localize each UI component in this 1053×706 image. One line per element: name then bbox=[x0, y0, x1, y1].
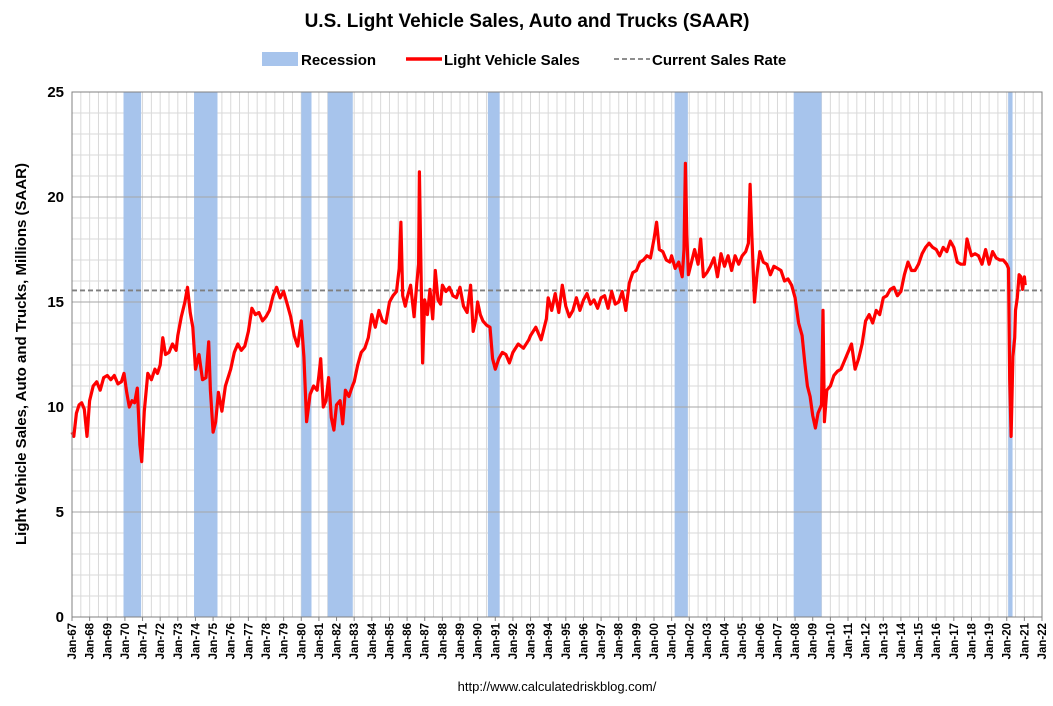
x-tick-label: Jan-16 bbox=[931, 623, 943, 659]
x-tick-label: Jan-03 bbox=[702, 623, 714, 659]
x-tick-label: Jan-84 bbox=[367, 622, 379, 659]
x-tick-label: Jan-08 bbox=[790, 622, 802, 659]
x-tick-label: Jan-01 bbox=[667, 622, 679, 659]
y-tick-label: 0 bbox=[56, 609, 64, 626]
x-tick-label: Jan-87 bbox=[420, 623, 432, 659]
y-tick-label: 25 bbox=[47, 84, 64, 101]
x-tick-label: Jan-79 bbox=[279, 623, 291, 659]
x-tick-label: Jan-89 bbox=[455, 623, 467, 659]
x-tick-label: Jan-99 bbox=[631, 623, 643, 659]
y-tick-label: 10 bbox=[47, 399, 64, 416]
x-tick-label: Jan-97 bbox=[596, 623, 608, 659]
recession-band bbox=[301, 92, 312, 617]
legend: Recession Light Vehicle Sales Current Sa… bbox=[262, 52, 786, 69]
source-url: http://www.calculatedriskblog.com/ bbox=[458, 679, 657, 694]
x-tick-label: Jan-67 bbox=[67, 623, 79, 659]
recession-band bbox=[793, 92, 822, 617]
x-tick-label: Jan-71 bbox=[138, 622, 150, 659]
x-tick-label: Jan-98 bbox=[614, 622, 626, 659]
x-tick-label: Jan-86 bbox=[402, 623, 414, 659]
plot-area: 0 5 10 15 20 25 Jan-67 Jan-68 Jan-69 Jan-70 Jan-7… bbox=[47, 84, 1049, 659]
x-tick-label: Jan-80 bbox=[296, 623, 308, 659]
x-tick-label: Jan-74 bbox=[191, 622, 203, 659]
x-tick-label: Jan-81 bbox=[314, 622, 326, 659]
recession-band bbox=[327, 92, 353, 617]
x-tick-label: Jan-06 bbox=[755, 623, 767, 659]
light-vehicle-sales-line bbox=[70, 161, 1027, 464]
y-axis-label: Light Vehicle Sales, Auto and Trucks, Mi… bbox=[13, 163, 30, 545]
x-tick-label: Jan-13 bbox=[878, 623, 890, 659]
x-tick-label: Jan-88 bbox=[437, 622, 449, 659]
legend-recession-swatch bbox=[262, 52, 298, 66]
x-tick-label: Jan-76 bbox=[226, 623, 238, 659]
x-tick-label: Jan-83 bbox=[349, 623, 361, 659]
chart-title: U.S. Light Vehicle Sales, Auto and Truck… bbox=[305, 11, 750, 32]
x-tick-label: Jan-70 bbox=[120, 623, 132, 659]
legend-recession-label: Recession bbox=[301, 52, 376, 69]
x-tick-label: Jan-21 bbox=[1019, 622, 1031, 659]
x-tick-label: Jan-09 bbox=[808, 623, 820, 659]
x-tick-label: Jan-69 bbox=[102, 623, 114, 659]
x-tick-label: Jan-93 bbox=[526, 623, 538, 659]
legend-sales-label: Light Vehicle Sales bbox=[444, 52, 580, 69]
x-tick-label: Jan-77 bbox=[243, 623, 255, 659]
x-tick-label: Jan-02 bbox=[684, 623, 696, 659]
x-tick-label: Jan-04 bbox=[720, 622, 732, 659]
x-tick-label: Jan-92 bbox=[508, 623, 520, 659]
x-tick-label: Jan-95 bbox=[561, 622, 573, 659]
x-tick-label: Jan-15 bbox=[914, 622, 926, 659]
x-tick-label: Jan-22 bbox=[1037, 623, 1049, 659]
x-tick-label: Jan-96 bbox=[579, 623, 591, 659]
x-tick-label: Jan-73 bbox=[173, 623, 185, 659]
x-tick-label: Jan-90 bbox=[473, 623, 485, 659]
recession-band bbox=[194, 92, 218, 617]
x-tick-label: Jan-10 bbox=[825, 623, 837, 659]
x-tick-label: Jan-07 bbox=[773, 623, 785, 659]
x-tick-label: Jan-85 bbox=[385, 622, 397, 659]
x-tick-label: Jan-82 bbox=[332, 623, 344, 659]
x-tick-label: Jan-14 bbox=[896, 622, 908, 659]
x-tick-label: Jan-78 bbox=[261, 622, 273, 659]
x-tick-label: Jan-05 bbox=[737, 622, 749, 659]
y-tick-label: 5 bbox=[56, 504, 64, 521]
y-axis: 0 5 10 15 20 25 bbox=[47, 84, 64, 626]
x-axis: Jan-67 Jan-68 Jan-69 Jan-70 Jan-71 Jan-72 Jan-… bbox=[67, 617, 1049, 659]
x-tick-label: Jan-68 bbox=[85, 622, 97, 659]
x-tick-label: Jan-75 bbox=[208, 622, 220, 659]
x-tick-label: Jan-11 bbox=[843, 622, 855, 658]
recession-band bbox=[123, 92, 142, 617]
plot-border bbox=[71, 91, 1043, 618]
legend-current-rate-label: Current Sales Rate bbox=[652, 52, 786, 69]
x-tick-label: Jan-91 bbox=[490, 622, 502, 659]
x-tick-label: Jan-18 bbox=[967, 622, 979, 659]
x-tick-label: Jan-72 bbox=[155, 623, 167, 659]
x-tick-label: Jan-19 bbox=[984, 623, 996, 659]
x-tick-label: Jan-20 bbox=[1002, 623, 1014, 659]
x-tick-label: Jan-12 bbox=[861, 623, 873, 659]
x-tick-label: Jan-00 bbox=[649, 623, 661, 659]
y-tick-label: 20 bbox=[47, 189, 64, 206]
x-tick-label: Jan-94 bbox=[543, 622, 555, 659]
x-tick-label: Jan-17 bbox=[949, 623, 961, 659]
y-tick-label: 15 bbox=[47, 294, 64, 311]
